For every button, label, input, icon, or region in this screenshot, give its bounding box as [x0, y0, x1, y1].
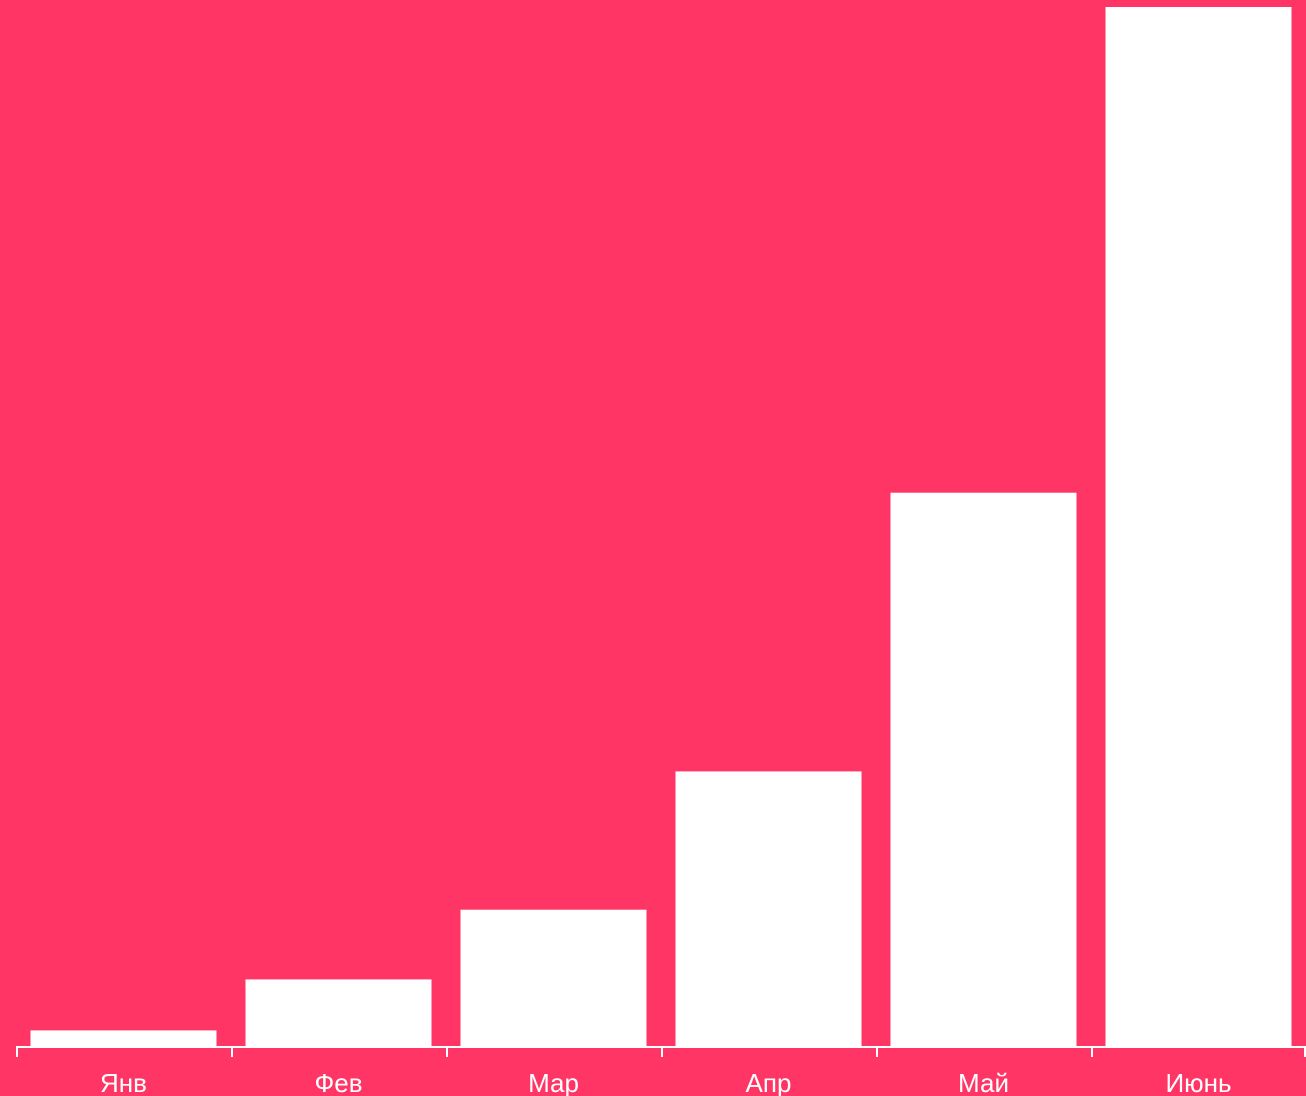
- x-tick-label-5: Июнь: [1165, 1068, 1231, 1096]
- bar-1: [245, 979, 432, 1047]
- bar-4: [890, 492, 1077, 1047]
- bar-5: [1105, 7, 1292, 1047]
- bar-2: [460, 909, 647, 1047]
- bars-group: [30, 7, 1292, 1047]
- bar-0: [30, 1030, 217, 1047]
- bar-3: [675, 771, 862, 1047]
- x-tick-label-0: Янв: [100, 1068, 147, 1096]
- x-tick-label-3: Апр: [746, 1068, 792, 1096]
- x-axis-tick-labels: Янв Фев Мар Апр Май Июнь: [100, 1068, 1232, 1096]
- x-tick-label-4: Май: [958, 1068, 1009, 1096]
- x-tick-label-2: Мар: [528, 1068, 579, 1096]
- x-axis-ticks: [16, 1047, 1306, 1057]
- x-tick-label-1: Фев: [314, 1068, 362, 1096]
